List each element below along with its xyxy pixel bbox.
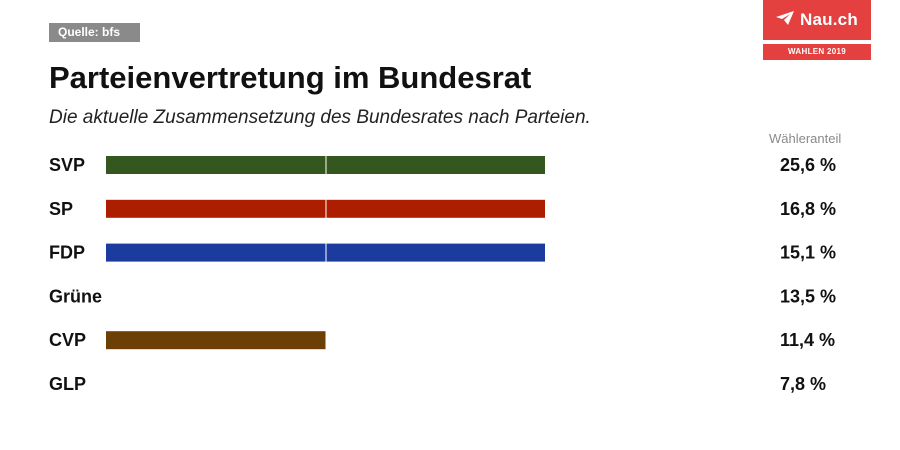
- source-badge: Quelle: bfs: [49, 23, 140, 42]
- nau-logo: Nau.ch WAHLEN 2019: [763, 0, 871, 60]
- share-label: 16,8 %: [780, 199, 836, 219]
- chart-title: Parteienvertretung im Bundesrat: [49, 60, 532, 95]
- party-label: GLP: [49, 374, 86, 394]
- logo-text: Nau.ch: [800, 10, 858, 29]
- logo-main: Nau.ch: [763, 0, 871, 40]
- party-label: CVP: [49, 330, 86, 350]
- party-label: FDP: [49, 243, 85, 263]
- seat-bar: [106, 199, 326, 218]
- share-label: 13,5 %: [780, 286, 836, 306]
- share-label: 7,8 %: [780, 374, 826, 394]
- logo-tag: WAHLEN 2019: [763, 44, 871, 60]
- party-label: SP: [49, 199, 73, 219]
- seat-bar: [326, 199, 545, 218]
- seat-bar: [106, 156, 326, 174]
- party-label: Grüne: [49, 286, 102, 306]
- value-column-header: Wähleranteil: [769, 131, 842, 146]
- share-label: 25,6 %: [780, 155, 836, 175]
- paper-plane-icon: [776, 10, 795, 30]
- party-label: SVP: [49, 155, 85, 175]
- seat-bar: [106, 243, 326, 262]
- share-label: 11,4 %: [780, 330, 835, 350]
- seat-bar: [326, 156, 545, 174]
- seat-bar: [326, 243, 545, 262]
- seat-bar: [106, 331, 326, 350]
- chart-subtitle: Die aktuelle Zusammensetzung des Bundesr…: [49, 107, 591, 128]
- share-label: 15,1 %: [780, 243, 836, 263]
